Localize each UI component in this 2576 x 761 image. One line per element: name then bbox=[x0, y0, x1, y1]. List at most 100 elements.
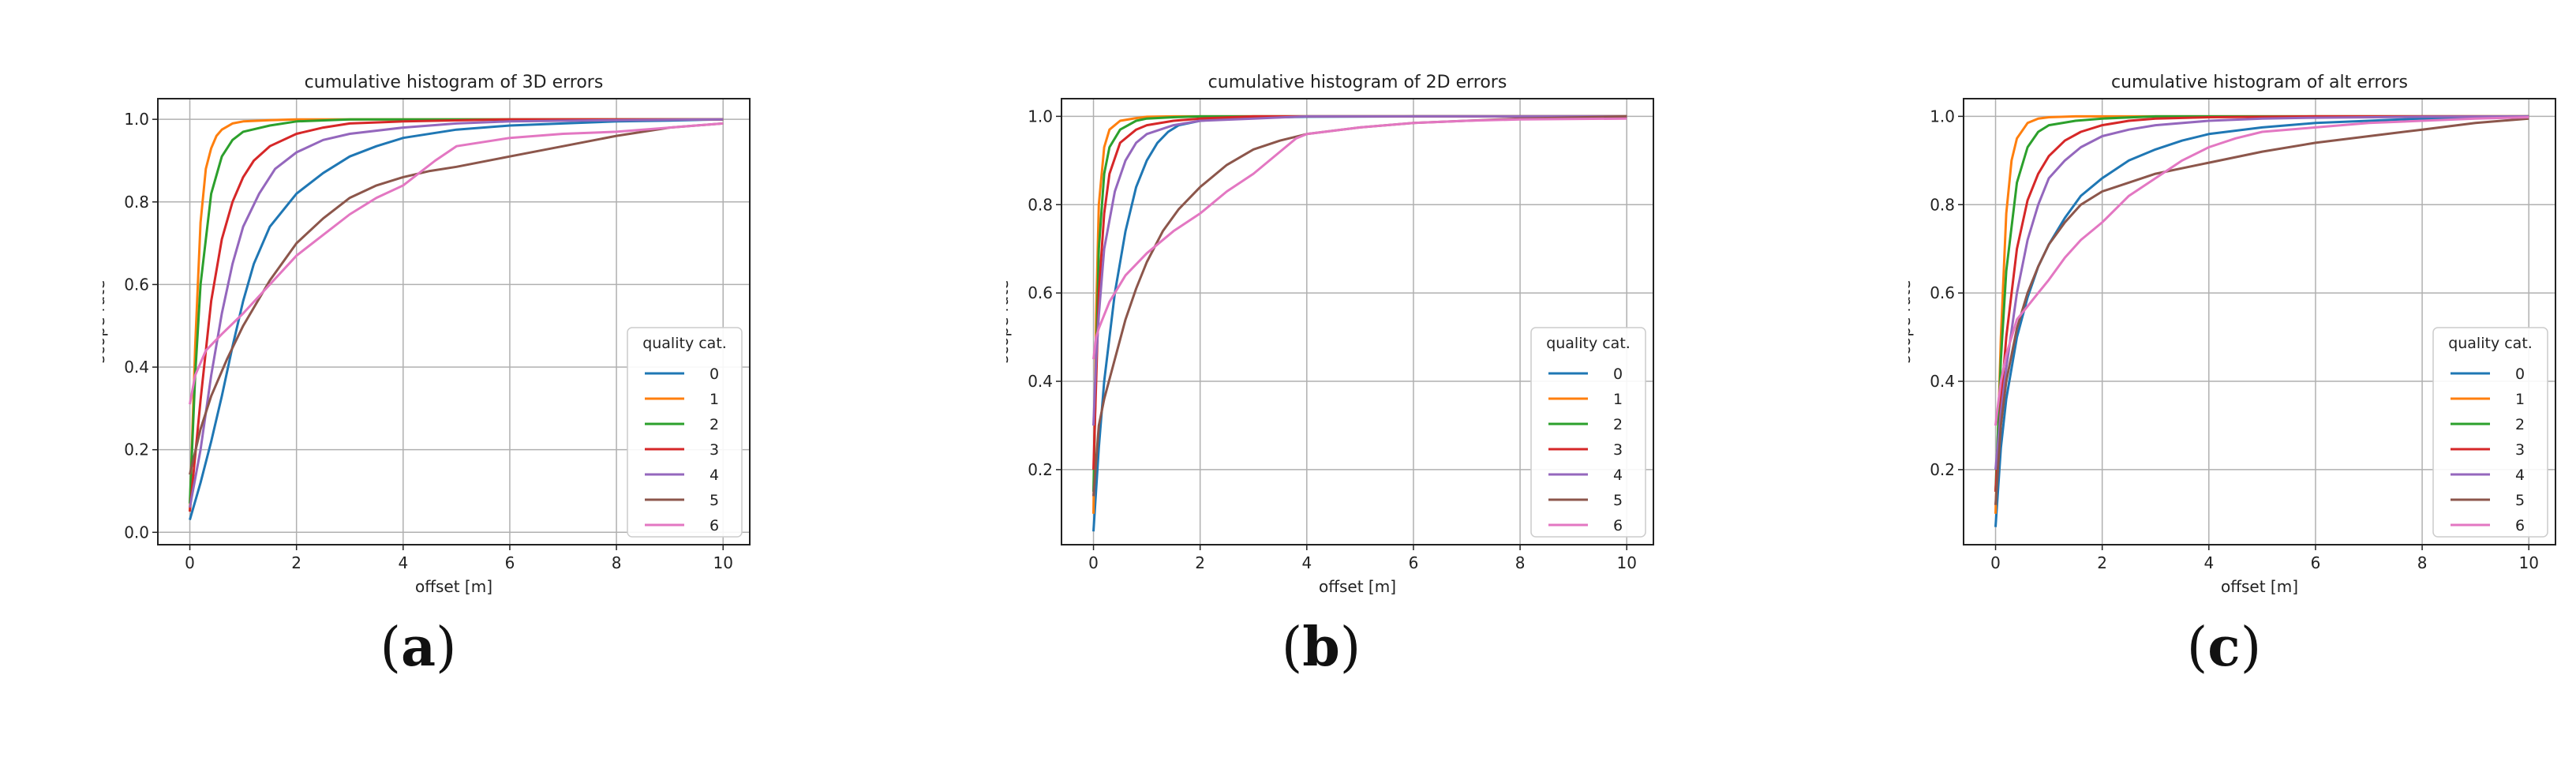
x-tick-label: 4 bbox=[398, 553, 408, 572]
y-axis-label: scope rate bbox=[1908, 280, 1914, 364]
x-axis-label: offset [m] bbox=[1319, 577, 1396, 596]
legend-label-5: 5 bbox=[1613, 492, 1623, 509]
plot-frame bbox=[1963, 98, 2556, 545]
y-tick-label: 0.2 bbox=[1028, 460, 1053, 479]
series-line-4 bbox=[1092, 114, 1627, 426]
legend-box bbox=[1530, 327, 1646, 538]
chart-title: cumulative histogram of 3D errors bbox=[305, 73, 604, 92]
chart-title: cumulative histogram of 2D errors bbox=[1208, 73, 1507, 92]
legend-label-4: 4 bbox=[710, 467, 719, 484]
legend-label-5: 5 bbox=[2515, 492, 2525, 509]
y-tick-label: 0.8 bbox=[1930, 195, 1955, 214]
x-axis-label: offset [m] bbox=[2221, 577, 2298, 596]
plot-frame bbox=[157, 98, 751, 545]
x-tick-label: 0 bbox=[185, 553, 195, 572]
legend-label-5: 5 bbox=[710, 492, 719, 509]
series-line-6 bbox=[1092, 117, 1627, 360]
legend-label-4: 4 bbox=[2515, 467, 2525, 484]
legend-label-3: 3 bbox=[710, 441, 719, 459]
caption-a: (a) bbox=[380, 616, 457, 679]
caption-letter-a: a bbox=[400, 616, 436, 679]
chart-title: cumulative histogram of alt errors bbox=[2111, 73, 2408, 92]
chart-alt-errors: cumulative histogram of alt errors 0 2 4 6 8 1… bbox=[1908, 73, 2556, 596]
series-line-6 bbox=[1994, 116, 2529, 426]
series-line-0 bbox=[1994, 114, 2529, 527]
series-line-4 bbox=[189, 118, 724, 508]
y-axis-label: scope rate bbox=[1006, 280, 1012, 364]
y-tick-label: 0.6 bbox=[1028, 283, 1053, 302]
legend-label-1: 1 bbox=[710, 391, 719, 408]
legend-box bbox=[627, 327, 743, 538]
series-line-0 bbox=[189, 118, 724, 521]
chart-panel-2d: cumulative histogram of 2D errors 0 2 4 6 8 10… bbox=[1006, 47, 1795, 758]
x-tick-label: 6 bbox=[1409, 553, 1419, 572]
x-tick-label: 4 bbox=[2203, 553, 2214, 572]
x-tick-label: 10 bbox=[713, 553, 732, 572]
y-tick-label: 0.8 bbox=[1028, 195, 1053, 214]
legend-title: quality cat. bbox=[642, 335, 727, 352]
x-tick-label: 0 bbox=[1990, 553, 2001, 572]
x-axis-label: offset [m] bbox=[415, 577, 492, 596]
series-line-5 bbox=[1994, 117, 2529, 505]
series-line-2 bbox=[1994, 114, 2529, 492]
caption-b: (b) bbox=[1281, 616, 1361, 679]
legend-box bbox=[2432, 327, 2548, 538]
series-line-1 bbox=[1994, 114, 2529, 514]
series-line-3 bbox=[189, 118, 724, 512]
legend-label-2: 2 bbox=[1613, 416, 1623, 433]
legend-label-2: 2 bbox=[2515, 416, 2525, 433]
series-line-2 bbox=[1092, 114, 1627, 492]
y-tick-label: 0.2 bbox=[124, 440, 149, 459]
legend-label-3: 3 bbox=[1613, 441, 1623, 459]
legend-label-0: 0 bbox=[2515, 366, 2525, 383]
legend-label-0: 0 bbox=[710, 366, 719, 383]
y-tick-label: 0.4 bbox=[1028, 372, 1053, 391]
x-tick-label: 6 bbox=[505, 553, 515, 572]
legend-label-1: 1 bbox=[2515, 391, 2525, 408]
y-axis-label: scope rate bbox=[103, 280, 108, 364]
caption-letter-c: c bbox=[2207, 616, 2241, 679]
series-line-5 bbox=[189, 122, 724, 475]
legend-label-1: 1 bbox=[1613, 391, 1623, 408]
legend-label-2: 2 bbox=[710, 416, 719, 433]
x-tick-label: 2 bbox=[1195, 553, 1205, 572]
caption-letter-b: b bbox=[1302, 616, 1340, 679]
series-line-4 bbox=[1994, 114, 2529, 470]
y-tick-label: 0.6 bbox=[1930, 283, 1955, 302]
x-tick-label: 0 bbox=[1088, 553, 1099, 572]
legend-label-6: 6 bbox=[710, 517, 719, 534]
legend-label-0: 0 bbox=[1613, 366, 1623, 383]
series-line-2 bbox=[189, 118, 724, 504]
plot-frame bbox=[1061, 98, 1654, 545]
legend-label-3: 3 bbox=[2515, 441, 2525, 459]
x-tick-label: 8 bbox=[1515, 553, 1526, 572]
legend-title: quality cat. bbox=[2448, 335, 2533, 352]
series-line-6 bbox=[189, 122, 724, 405]
x-tick-label: 6 bbox=[2311, 553, 2321, 572]
x-tick-label: 2 bbox=[2097, 553, 2107, 572]
chart-panel-alt: cumulative histogram of alt errors 0 2 4 6 8 1… bbox=[1908, 47, 2576, 758]
y-tick-label: 0.4 bbox=[1930, 372, 1955, 391]
caption-c: (c) bbox=[2186, 616, 2262, 679]
y-tick-label: 0.8 bbox=[124, 193, 149, 212]
x-tick-label: 8 bbox=[2417, 553, 2428, 572]
y-tick-label: 1.0 bbox=[1930, 107, 1955, 126]
chart-panel-3d: cumulative histogram of 3D errors 0 2 4 6 8 10… bbox=[103, 47, 892, 758]
legend-label-6: 6 bbox=[1613, 517, 1623, 534]
y-tick-label: 1.0 bbox=[1028, 107, 1053, 126]
y-tick-label: 0.0 bbox=[124, 523, 149, 542]
y-tick-label: 0.4 bbox=[124, 358, 149, 377]
legend-title: quality cat. bbox=[1546, 335, 1631, 352]
x-tick-label: 8 bbox=[612, 553, 622, 572]
y-tick-label: 0.6 bbox=[124, 275, 149, 294]
x-tick-label: 10 bbox=[1616, 553, 1636, 572]
series-line-3 bbox=[1994, 114, 2529, 492]
series-line-1 bbox=[189, 118, 724, 512]
legend-label-6: 6 bbox=[2515, 517, 2525, 534]
legend-label-4: 4 bbox=[1613, 467, 1623, 484]
y-tick-label: 0.2 bbox=[1930, 460, 1955, 479]
x-tick-label: 10 bbox=[2518, 553, 2538, 572]
